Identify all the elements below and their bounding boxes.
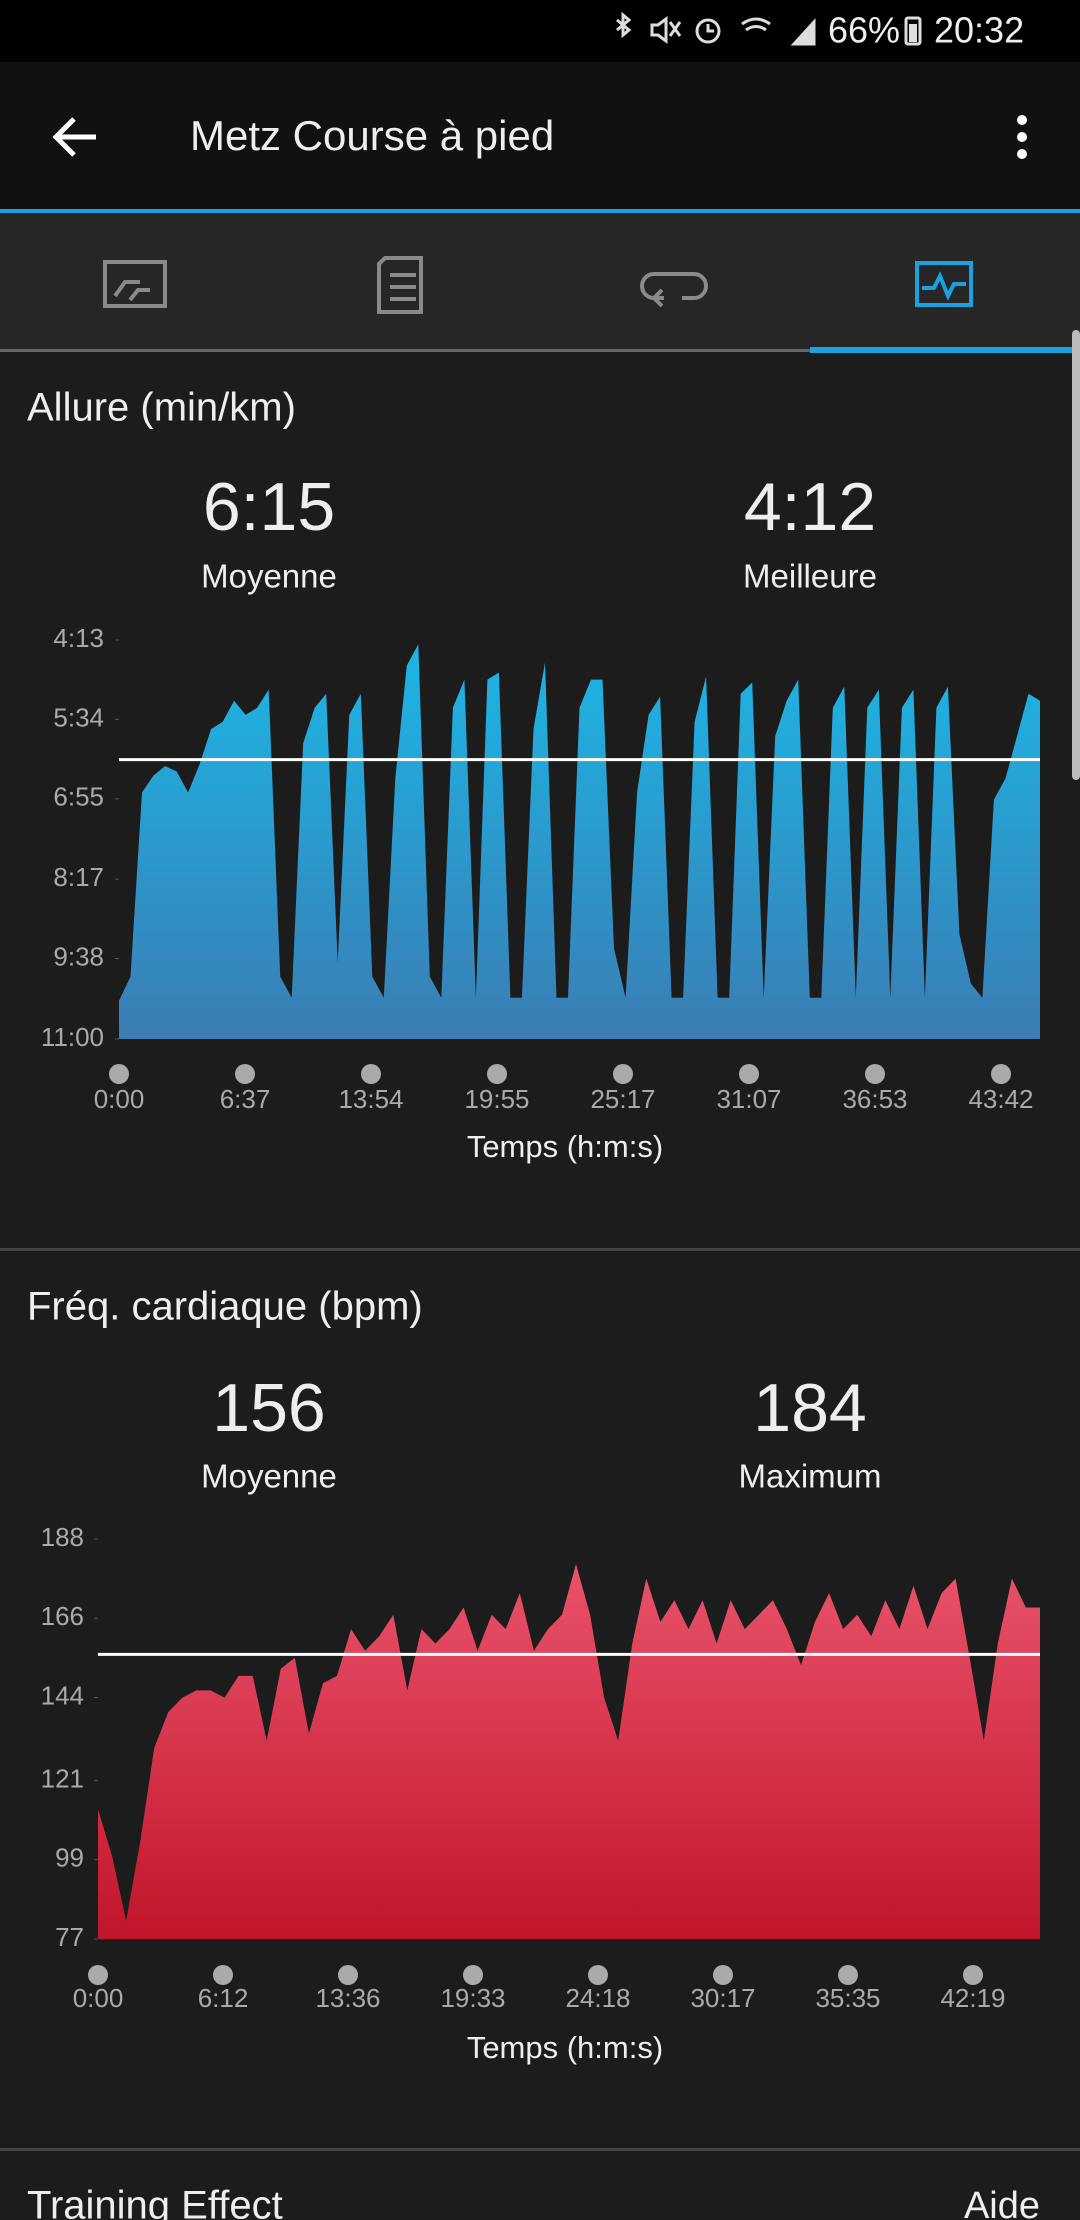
y-tick-label tick: 121 bbox=[41, 1763, 84, 1793]
x-tick-label: 13:54 bbox=[338, 1084, 403, 1114]
chart-title: Fréq. cardiaque (bpm) bbox=[27, 1285, 423, 1329]
x-tick-label: 13:36 bbox=[315, 1983, 380, 2013]
section-divider bbox=[0, 1248, 1080, 1251]
x-axis-label: Temps (h:m:s) bbox=[467, 2030, 663, 2065]
stat-label: Moyenne bbox=[201, 558, 337, 595]
tab-map[interactable] bbox=[103, 260, 167, 308]
stat-value: 156 bbox=[212, 1370, 325, 1446]
x-tick-dot bbox=[865, 1064, 885, 1084]
chart-title: Allure (min/km) bbox=[27, 386, 296, 430]
y-tick-label tick: 9:38 bbox=[53, 941, 104, 971]
x-tick-dot bbox=[88, 1965, 108, 1985]
y-tick-label tick: 8:17 bbox=[53, 862, 104, 892]
status-bar bbox=[0, 0, 1080, 62]
stat-value: 4:12 bbox=[744, 469, 876, 545]
x-tick-label: 19:33 bbox=[440, 1983, 505, 2013]
x-axis-label: Temps (h:m:s) bbox=[467, 1129, 663, 1164]
x-tick-label: 42:19 bbox=[940, 1983, 1005, 2013]
tab-laps[interactable] bbox=[640, 272, 708, 308]
accent-line bbox=[0, 209, 1080, 213]
x-tick-dot bbox=[487, 1064, 507, 1084]
area bbox=[98, 1564, 1040, 1939]
y-tick-label tick: 166 bbox=[41, 1601, 84, 1631]
stat-label: Meilleure bbox=[743, 558, 877, 595]
x-tick-dot bbox=[963, 1965, 983, 1985]
x-tick-dot bbox=[991, 1064, 1011, 1084]
tab-indicator bbox=[810, 347, 1080, 353]
status-icons bbox=[616, 11, 922, 46]
y-tick-label tick: 188 bbox=[41, 1522, 84, 1552]
x-tick-label: 0:00 bbox=[73, 1983, 124, 2013]
scrollbar bbox=[1072, 330, 1080, 780]
section-divider bbox=[0, 2148, 1080, 2151]
menu-button[interactable] bbox=[1017, 115, 1027, 159]
x-tick-dot bbox=[338, 1965, 358, 1985]
back-button[interactable] bbox=[52, 117, 96, 157]
x-tick-label: 36:53 bbox=[842, 1084, 907, 1114]
x-tick-label: 19:55 bbox=[464, 1084, 529, 1114]
y-tick-label tick: 5:34 bbox=[53, 702, 104, 732]
section-title: Training Effect bbox=[27, 2184, 283, 2220]
x-tick-label: 35:35 bbox=[815, 1983, 880, 2013]
x-tick-dot bbox=[613, 1064, 633, 1084]
x-tick-label: 6:12 bbox=[198, 1983, 249, 2013]
x-tick-label: 24:18 bbox=[565, 1983, 630, 2013]
x-tick-dot bbox=[713, 1965, 733, 1985]
x-tick-dot bbox=[213, 1965, 233, 1985]
y-tick-label tick: 144 bbox=[41, 1680, 84, 1710]
x-tick-dot bbox=[588, 1965, 608, 1985]
stat-value: 184 bbox=[753, 1370, 866, 1446]
x-tick-label: 31:07 bbox=[716, 1084, 781, 1114]
x-tick-label: 25:17 bbox=[590, 1084, 655, 1114]
y-tick-label tick: 4:13 bbox=[53, 623, 104, 653]
battery-level: 66% bbox=[828, 10, 900, 51]
tab-details[interactable] bbox=[377, 256, 423, 314]
x-tick-label: 6:37 bbox=[220, 1084, 271, 1114]
y-tick-label tick: 99 bbox=[55, 1843, 84, 1873]
stat-label: Moyenne bbox=[201, 1458, 337, 1495]
x-tick-dot bbox=[739, 1064, 759, 1084]
y-tick-label tick: 77 bbox=[55, 1922, 84, 1952]
x-tick-dot bbox=[109, 1064, 129, 1084]
x-tick-dot bbox=[361, 1064, 381, 1084]
y-tick-label tick: 6:55 bbox=[53, 782, 104, 812]
tab-charts[interactable] bbox=[915, 261, 973, 307]
help-link[interactable]: Aide bbox=[964, 2185, 1040, 2220]
x-tick-dot bbox=[463, 1965, 483, 1985]
y-tick-label tick: 11:00 bbox=[41, 1022, 104, 1052]
stat-label: Maximum bbox=[738, 1458, 881, 1495]
screen-title: Metz Course à pied bbox=[190, 112, 554, 159]
x-tick-label: 30:17 bbox=[690, 1983, 755, 2013]
app-bar bbox=[0, 62, 1080, 210]
tab-divider bbox=[0, 349, 1080, 352]
x-tick-dot bbox=[838, 1965, 858, 1985]
stat-value: 6:15 bbox=[203, 469, 335, 545]
tab-bar bbox=[0, 213, 1080, 351]
x-tick-dot bbox=[235, 1064, 255, 1084]
area bbox=[119, 644, 1040, 1039]
x-tick-label: 0:00 bbox=[94, 1084, 145, 1114]
x-tick-label: 43:42 bbox=[968, 1084, 1033, 1114]
clock: 20:32 bbox=[934, 10, 1024, 51]
